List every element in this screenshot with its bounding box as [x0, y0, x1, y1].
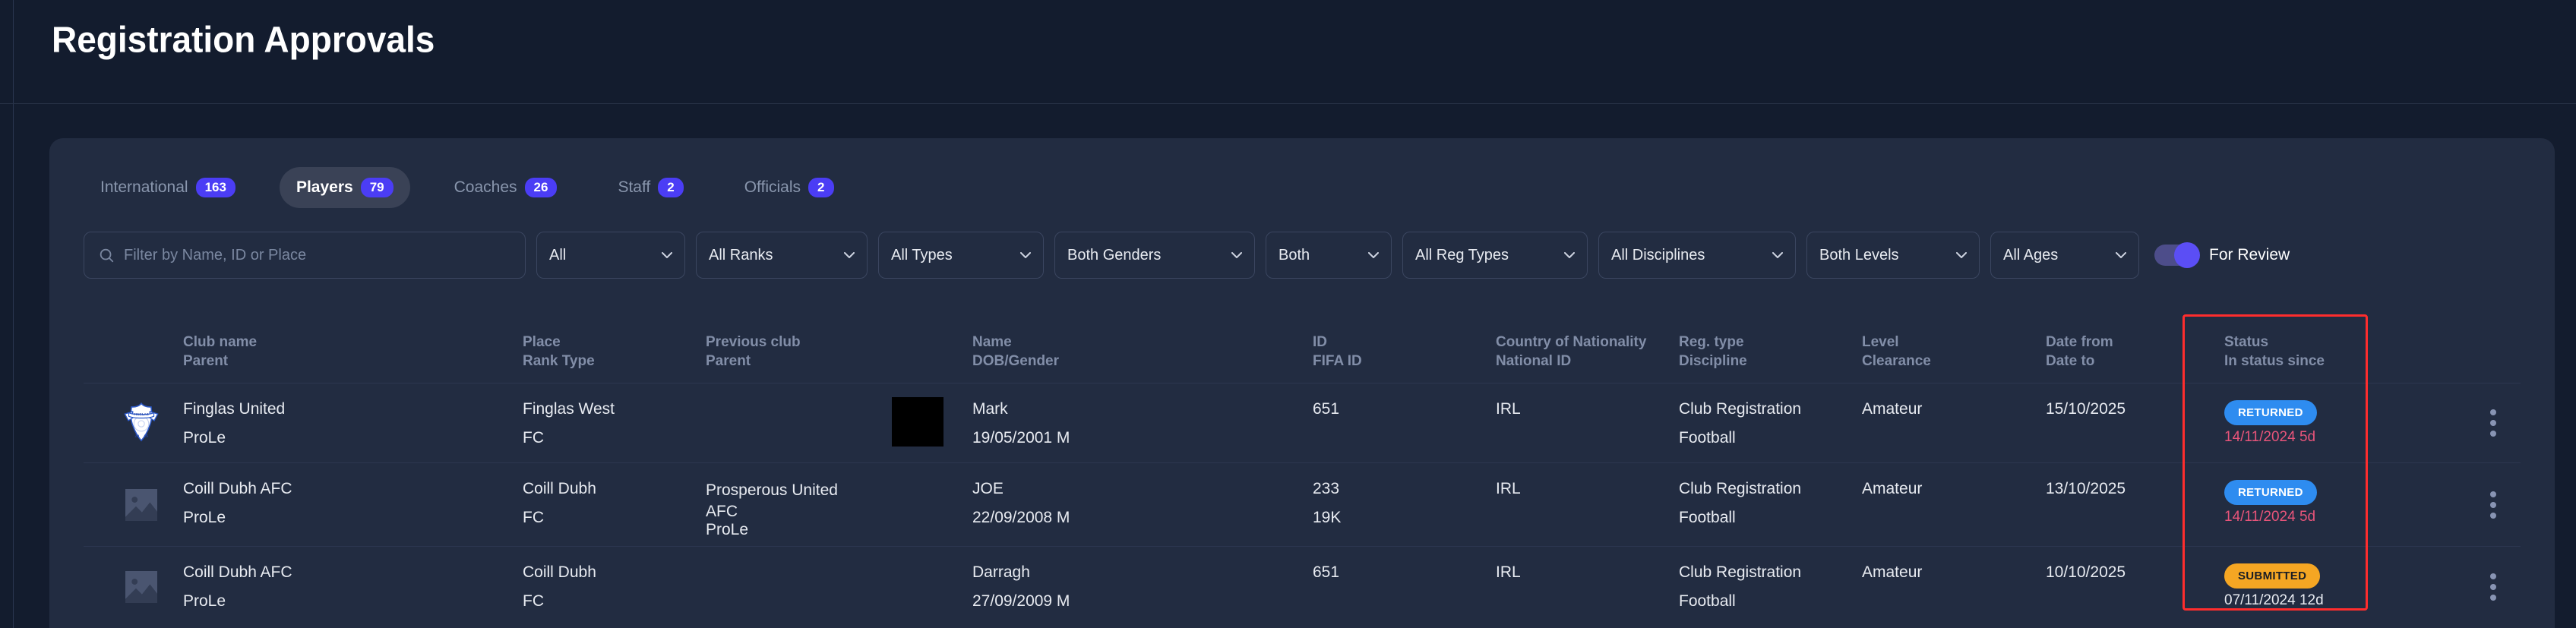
svg-text:FINGLAS: FINGLAS — [134, 412, 148, 416]
svg-text:20: 20 — [135, 434, 140, 439]
svg-text:15: 15 — [144, 434, 148, 439]
